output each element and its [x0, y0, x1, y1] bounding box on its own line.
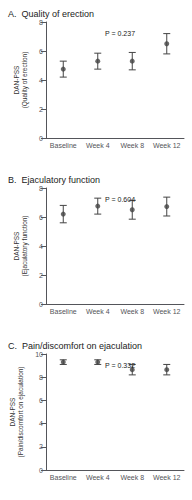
- svg-text:Week 12: Week 12: [153, 474, 181, 481]
- svg-text:6: 6: [39, 214, 43, 221]
- svg-text:Week 8: Week 8: [120, 308, 144, 315]
- svg-text:0: 0: [39, 467, 43, 474]
- svg-text:4: 4: [39, 420, 43, 427]
- svg-text:2: 2: [39, 272, 43, 279]
- svg-text:8: 8: [39, 185, 43, 192]
- svg-text:B. Ejaculatory function: B. Ejaculatory function: [8, 175, 100, 185]
- svg-text:(Quality of erection): (Quality of erection): [21, 52, 29, 109]
- svg-text:Week 4: Week 4: [86, 474, 110, 481]
- svg-text:DAN-PSS: DAN-PSS: [13, 231, 20, 261]
- svg-text:8: 8: [39, 19, 43, 26]
- svg-text:0: 0: [39, 135, 43, 142]
- svg-text:A. Quality of erection: A. Quality of erection: [8, 9, 94, 19]
- svg-text:Week 8: Week 8: [120, 142, 144, 149]
- svg-text:Baseline: Baseline: [50, 474, 77, 481]
- svg-text:Week 12: Week 12: [153, 308, 181, 315]
- svg-text:8: 8: [39, 374, 43, 381]
- svg-text:Week 8: Week 8: [120, 474, 144, 481]
- svg-text:Baseline: Baseline: [50, 308, 77, 315]
- svg-text:Baseline: Baseline: [50, 142, 77, 149]
- svg-text:2: 2: [39, 443, 43, 450]
- svg-text:P = 0.237: P = 0.237: [105, 30, 135, 37]
- svg-text:0: 0: [39, 301, 43, 308]
- svg-text:10: 10: [35, 351, 43, 358]
- svg-text:4: 4: [39, 243, 43, 250]
- svg-text:Week 12: Week 12: [153, 142, 181, 149]
- svg-text:6: 6: [39, 397, 43, 404]
- svg-text:(Pain/discomfort on ejaculatio: (Pain/discomfort on ejaculation): [17, 366, 25, 457]
- svg-text:DAN-PSS: DAN-PSS: [9, 397, 16, 427]
- svg-text:C. Pain/discomfort on ejacula: C. Pain/discomfort on ejaculation: [8, 341, 142, 351]
- svg-text:Week 4: Week 4: [86, 308, 110, 315]
- svg-text:Week 4: Week 4: [86, 142, 110, 149]
- svg-text:(Ejaculatory function): (Ejaculatory function): [21, 215, 29, 276]
- svg-text:4: 4: [39, 77, 43, 84]
- svg-text:DAN-PSS: DAN-PSS: [13, 65, 20, 95]
- svg-text:P = 0.604: P = 0.604: [105, 196, 135, 203]
- svg-text:P = 0.332: P = 0.332: [105, 362, 135, 369]
- svg-text:2: 2: [39, 106, 43, 113]
- svg-text:6: 6: [39, 48, 43, 55]
